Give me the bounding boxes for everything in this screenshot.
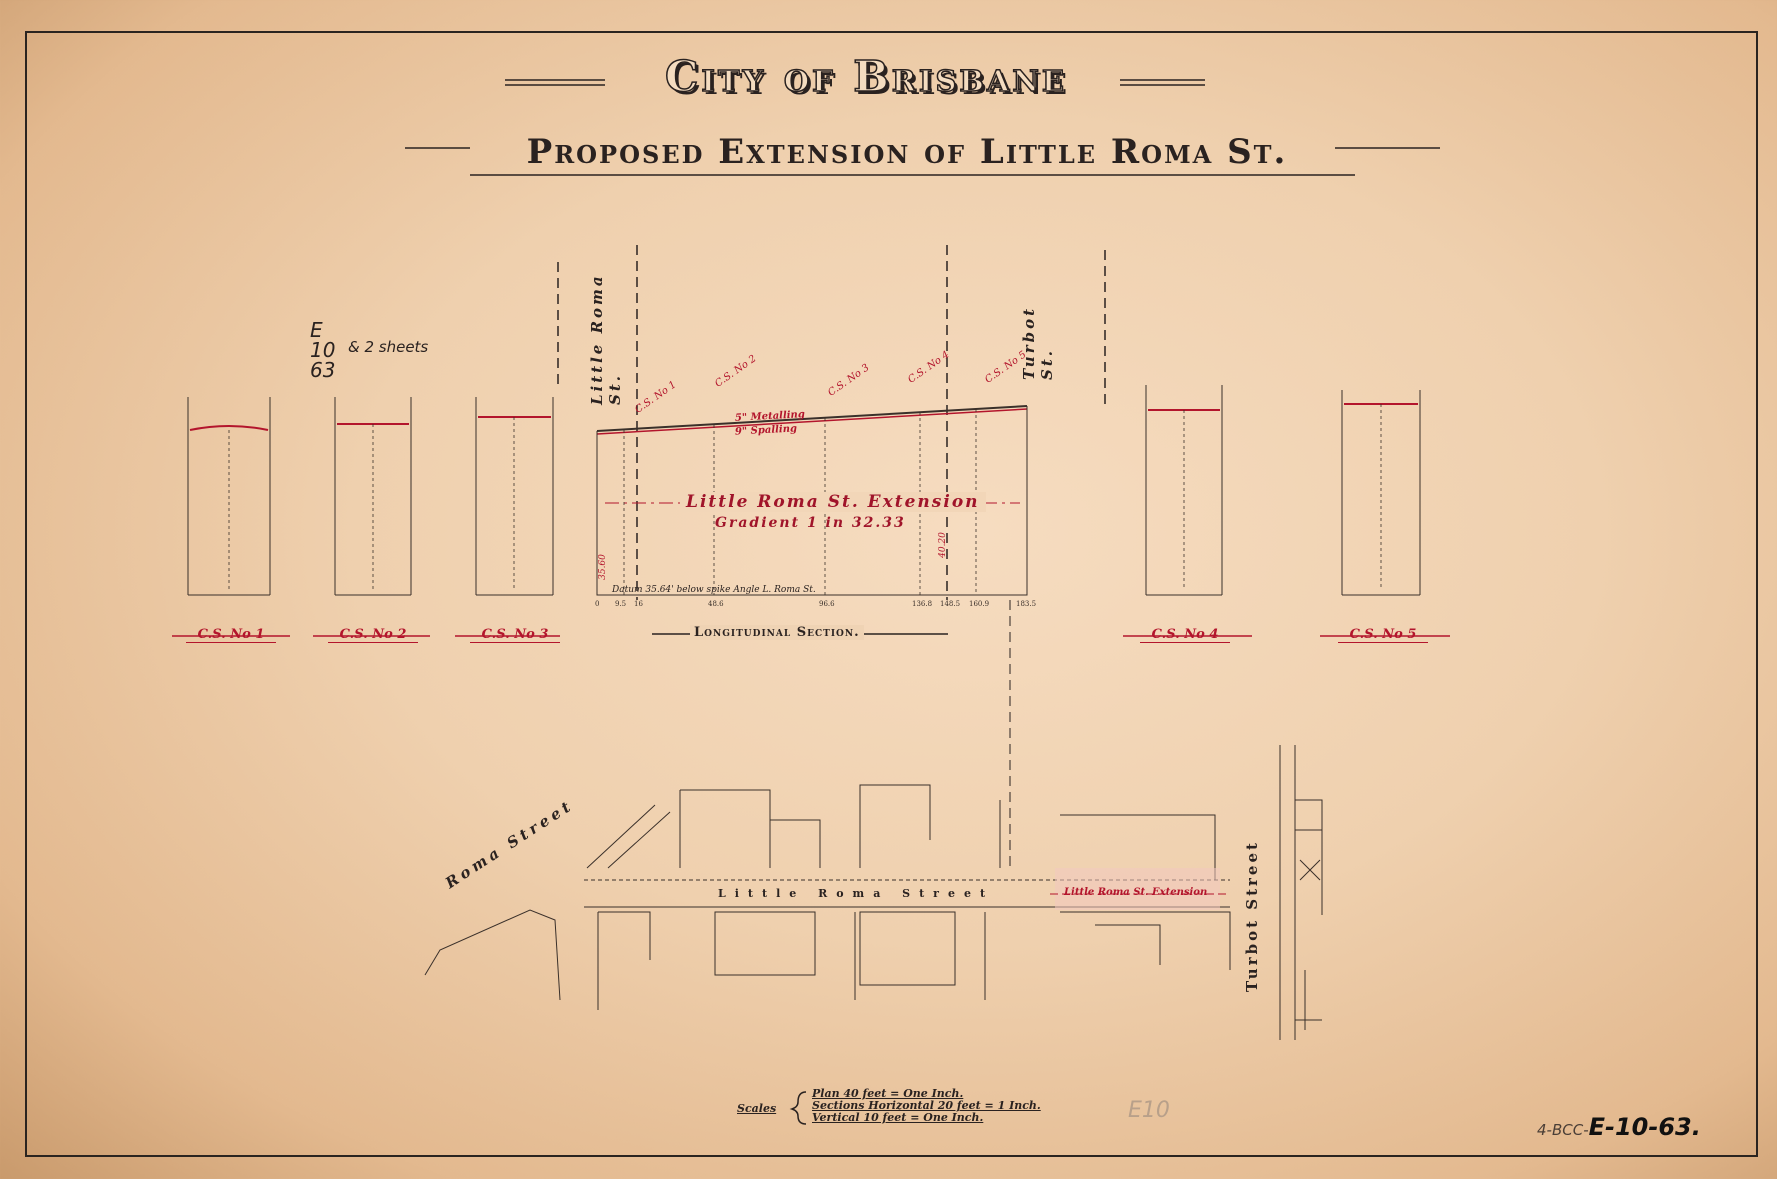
- scales-list: Plan 40 feet = One Inch. Sections Horizo…: [812, 1088, 1041, 1124]
- gradient-label: Gradient 1 in 32.33: [715, 515, 906, 531]
- datum-note: Datum 35.64' below spike Angle L. Roma S…: [612, 585, 816, 595]
- cross-section-frames: [187, 385, 1421, 596]
- drawing-border: [25, 31, 1758, 1157]
- little-roma-st-label: Little Roma St.: [588, 273, 624, 405]
- cs-label-1: C.S. No 1: [186, 627, 276, 643]
- scale-plan: Plan 40 feet = One Inch.: [812, 1087, 964, 1100]
- cs-label-5: C.S. No 5: [1338, 627, 1428, 643]
- chainage: 16: [634, 600, 643, 608]
- chainage: 183.5: [1016, 600, 1037, 608]
- longitudinal-section-label: Longitudinal Section.: [690, 625, 864, 640]
- scale-sections-horizontal: Sections Horizontal 20 feet = 1 Inch.: [812, 1099, 1041, 1112]
- cs-label-2: C.S. No 2: [328, 627, 418, 643]
- cs-label-4: C.S. No 4: [1140, 627, 1230, 643]
- little-roma-street-label: Little Roma Street: [718, 887, 995, 900]
- chainage: 9.5: [615, 600, 627, 608]
- chainage: 136.8: [912, 600, 933, 608]
- turbot-street-label: Turbot Street: [1243, 840, 1261, 992]
- pencil-mark: E10: [1128, 1098, 1170, 1123]
- level-red-start: 35.60: [597, 554, 608, 580]
- handwritten-note: & 2 sheets: [348, 338, 429, 356]
- plan-extension-label: Little Roma St. Extension: [1064, 887, 1208, 898]
- scale-vertical: Vertical 10 feet = One Inch.: [812, 1111, 984, 1124]
- extension-highlight: [1055, 868, 1220, 910]
- chainage: 0: [595, 600, 600, 608]
- chainage: 96.6: [819, 600, 835, 608]
- extension-title: Little Roma St. Extension: [680, 492, 986, 512]
- chainage: 160.9: [969, 600, 990, 608]
- turbot-st-label: Turbot St.: [1020, 305, 1056, 380]
- cs-label-3: C.S. No 3: [470, 627, 560, 643]
- catalogue-prefix: 4-BCC-: [1537, 1121, 1589, 1139]
- handwritten-reference: E 10 63: [310, 318, 336, 382]
- scales-label: Scales: [737, 1102, 777, 1115]
- chainage: 148.5: [940, 600, 961, 608]
- map-title: City of Brisbane: [664, 51, 1068, 102]
- level-red-cs4: 40.20: [937, 532, 948, 558]
- title-rules: [405, 79, 1440, 176]
- map-subtitle: Proposed Extension of Little Roma St.: [526, 132, 1288, 172]
- catalogue-number: 4-BCC-E-10-63.: [1537, 1113, 1701, 1141]
- catalogue-code: E-10-63.: [1588, 1113, 1701, 1141]
- chainage: 48.6: [708, 600, 724, 608]
